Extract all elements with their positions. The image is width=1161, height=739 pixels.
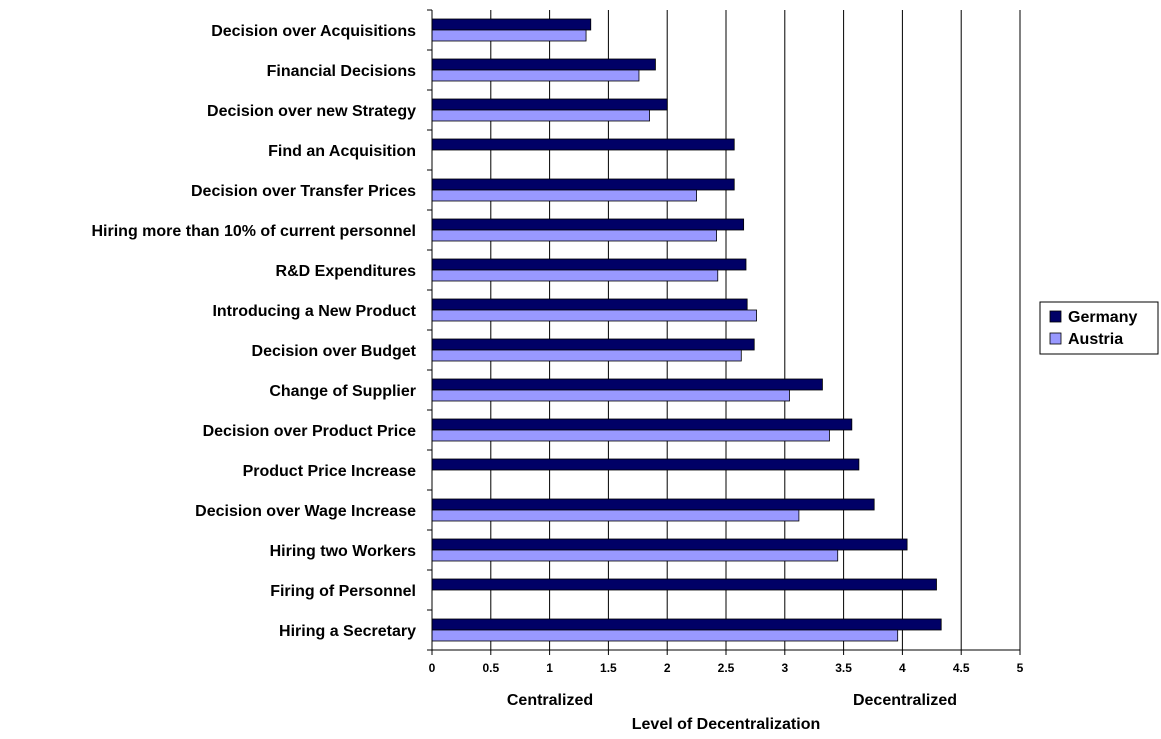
category-label: Change of Supplier: [269, 383, 416, 400]
category-label: Decision over Transfer Prices: [191, 183, 416, 200]
bar-austria: [431, 229, 717, 242]
x-tick-label: 0: [429, 661, 436, 675]
bar-austria: [431, 389, 790, 402]
bar-austria: [431, 509, 800, 522]
x-axis-right-annotation: Decentralized: [853, 692, 957, 709]
x-tick-label: 3: [781, 661, 788, 675]
x-tick-label: 2.5: [718, 661, 735, 675]
bar-germany: [431, 138, 735, 151]
legend-label-germany: Germany: [1068, 309, 1137, 326]
category-label: Decision over new Strategy: [207, 103, 416, 120]
bar-germany: [431, 338, 755, 351]
category-label: Decision over Budget: [252, 343, 417, 360]
bar-germany: [431, 218, 745, 231]
bar-austria: [431, 69, 640, 82]
bar-austria: [431, 269, 719, 282]
bar-austria: [431, 349, 742, 362]
bar-germany: [431, 498, 875, 511]
legend-swatch-austria: [1049, 332, 1062, 345]
category-label: R&D Expenditures: [276, 263, 417, 280]
bar-layer: [431, 18, 942, 642]
category-label: Hiring a Secretary: [279, 623, 416, 640]
bar-austria: [431, 629, 899, 642]
x-tick-label: 1: [546, 661, 553, 675]
label-layer: Decision over Acquisitions Financial Deci…: [92, 23, 417, 640]
bar-austria: [431, 189, 698, 202]
bar-austria: [431, 29, 587, 42]
bar-austria: [431, 549, 839, 562]
x-tick-label: 5: [1017, 661, 1024, 675]
bar-germany: [431, 458, 860, 471]
bar-germany: [431, 18, 592, 31]
bar-germany: [431, 58, 656, 71]
bar-germany: [431, 578, 937, 591]
category-label: Financial Decisions: [267, 63, 416, 80]
bar-germany: [431, 618, 942, 631]
bar-germany: [431, 98, 668, 111]
x-tick-label: 1.5: [600, 661, 617, 675]
category-label: Find an Acquisition: [268, 143, 416, 160]
bar-austria: [431, 309, 757, 322]
bar-germany: [431, 378, 823, 391]
category-label: Hiring two Workers: [270, 543, 416, 560]
bar-germany: [431, 298, 748, 311]
legend-label-austria: Austria: [1068, 331, 1123, 348]
category-label: Hiring more than 10% of current personne…: [92, 223, 417, 240]
legend-swatch-germany: [1049, 310, 1062, 323]
category-label: Introducing a New Product: [212, 303, 416, 320]
x-tick-label: 3.5: [835, 661, 852, 675]
bar-germany: [431, 538, 908, 551]
x-axis-title: Level of Decentralization: [632, 716, 821, 733]
bar-austria: [431, 429, 830, 442]
bar-germany: [431, 258, 747, 271]
category-label: Decision over Product Price: [203, 423, 417, 440]
x-tick-label: 0.5: [482, 661, 499, 675]
category-label: Decision over Wage Increase: [195, 503, 416, 520]
x-tick-label: 4: [899, 661, 906, 675]
legend: Germany Austria: [1039, 301, 1159, 355]
x-axis-left-annotation: Centralized: [507, 692, 593, 709]
bar-austria: [431, 109, 650, 122]
x-tick-label: 2: [664, 661, 671, 675]
category-label: Decision over Acquisitions: [211, 23, 416, 40]
bar-germany: [431, 418, 853, 431]
axis-layer: 0 0.5 1 1.5 2 2.5 3 3.5 4 4.5 5: [427, 9, 1024, 675]
category-label: Firing of Personnel: [270, 583, 416, 600]
bar-germany: [431, 178, 735, 191]
category-label: Product Price Increase: [243, 463, 417, 480]
x-tick-label: 4.5: [953, 661, 970, 675]
